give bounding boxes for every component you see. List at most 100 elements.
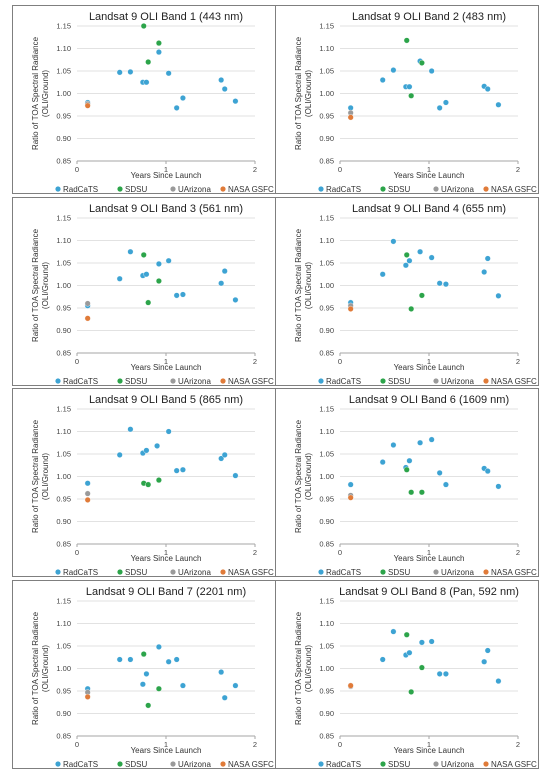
x-tick-label: 1 bbox=[427, 357, 431, 366]
data-point-sdsu bbox=[418, 292, 425, 299]
y-tick-label: 1.05 bbox=[319, 642, 334, 651]
data-point-radcats bbox=[218, 455, 225, 462]
legend-marker bbox=[483, 186, 489, 192]
legend-label: RadCaTS bbox=[326, 377, 361, 386]
x-tick-label: 1 bbox=[164, 357, 168, 366]
x-tick-label: 1 bbox=[427, 548, 431, 557]
legend-marker bbox=[117, 378, 123, 384]
data-point-sdsu bbox=[418, 489, 425, 496]
chart-title: Landsat 9 OLI Band 2 (483 nm) bbox=[352, 11, 506, 23]
y-tick-label: 0.90 bbox=[56, 517, 71, 526]
chart-title: Landsat 9 OLI Band 5 (865 nm) bbox=[89, 394, 243, 406]
data-point-sdsu bbox=[140, 651, 147, 658]
legend-marker bbox=[380, 569, 386, 575]
data-point-radcats bbox=[436, 280, 443, 287]
data-point-radcats bbox=[165, 658, 172, 665]
legend-label: NASA GSFC bbox=[491, 568, 537, 577]
x-tick-label: 0 bbox=[338, 357, 342, 366]
chart-title: Landsat 9 OLI Band 1 (443 nm) bbox=[89, 11, 243, 23]
legend-marker bbox=[55, 761, 61, 767]
legend-label: SDSU bbox=[388, 760, 410, 769]
y-tick-label: 1.00 bbox=[56, 281, 71, 290]
data-point-radcats bbox=[495, 678, 502, 685]
x-tick-label: 0 bbox=[75, 548, 79, 557]
data-point-radcats bbox=[218, 76, 225, 83]
scatter-chart: Landsat 9 OLI Band 8 (Pan, 592 nm) 0.85 0.… bbox=[294, 586, 537, 769]
data-point-radcats bbox=[379, 656, 386, 663]
data-point-radcats bbox=[143, 79, 150, 86]
data-point-nasa-gsfc bbox=[347, 114, 354, 121]
legend-label: SDSU bbox=[388, 185, 410, 194]
data-point-radcats bbox=[143, 271, 150, 278]
y-axis-label: Ratio of TOA Spectral Radiance(OLI/Groun… bbox=[294, 36, 313, 150]
data-point-radcats bbox=[442, 99, 449, 106]
data-point-nasa-gsfc bbox=[347, 305, 354, 312]
legend-label: UArizona bbox=[178, 568, 211, 577]
x-tick-label: 2 bbox=[516, 165, 520, 174]
data-point-radcats bbox=[173, 292, 180, 299]
data-point-sdsu bbox=[140, 251, 147, 258]
legend-marker bbox=[220, 186, 226, 192]
y-tick-label: 0.85 bbox=[319, 540, 334, 549]
legend-label: NASA GSFC bbox=[228, 760, 274, 769]
y-tick-label: 1.00 bbox=[319, 664, 334, 673]
legend-label: RadCaTS bbox=[63, 377, 98, 386]
legend-label: UArizona bbox=[441, 568, 474, 577]
y-tick-label: 0.95 bbox=[319, 495, 334, 504]
x-tick-label: 2 bbox=[253, 165, 257, 174]
legend-label: NASA GSFC bbox=[228, 185, 274, 194]
y-tick-label: 0.90 bbox=[56, 134, 71, 143]
x-tick-label: 2 bbox=[516, 740, 520, 749]
legend-marker bbox=[318, 186, 324, 192]
legend-marker bbox=[433, 761, 439, 767]
chart-panel-5: Landsat 9 OLI Band 5 (865 nm) 0.85 0.90 0.9… bbox=[12, 388, 276, 577]
data-point-radcats bbox=[165, 70, 172, 77]
y-tick-label: 0.90 bbox=[56, 709, 71, 718]
data-point-radcats bbox=[155, 260, 162, 267]
legend-label: SDSU bbox=[125, 568, 147, 577]
data-point-sdsu bbox=[408, 688, 415, 695]
y-tick-label: 1.10 bbox=[56, 427, 71, 436]
data-point-radcats bbox=[436, 469, 443, 476]
data-point-radcats bbox=[179, 291, 186, 298]
scatter-chart: Landsat 9 OLI Band 5 (865 nm) 0.85 0.90 0.9… bbox=[31, 394, 274, 577]
data-point-radcats bbox=[406, 649, 413, 656]
legend-label: RadCaTS bbox=[326, 568, 361, 577]
scatter-chart: Landsat 9 OLI Band 4 (655 nm) 0.85 0.90 0.9… bbox=[294, 203, 537, 386]
legend-label: RadCaTS bbox=[326, 185, 361, 194]
data-point-sdsu bbox=[155, 477, 162, 484]
chart-title: Landsat 9 OLI Band 8 (Pan, 592 nm) bbox=[339, 586, 519, 598]
y-tick-label: 1.00 bbox=[56, 89, 71, 98]
x-axis-label: Years Since Launch bbox=[131, 171, 202, 180]
x-axis-label: Years Since Launch bbox=[394, 554, 465, 563]
legend-label: RadCaTS bbox=[63, 760, 98, 769]
data-point-sdsu bbox=[155, 685, 162, 692]
y-tick-label: 1.05 bbox=[319, 67, 334, 76]
y-tick-label: 1.15 bbox=[319, 214, 334, 223]
data-point-radcats bbox=[390, 442, 397, 449]
data-point-radcats bbox=[116, 656, 123, 663]
x-tick-label: 0 bbox=[75, 740, 79, 749]
x-tick-label: 1 bbox=[164, 740, 168, 749]
y-tick-label: 0.85 bbox=[56, 349, 71, 358]
y-tick-label: 1.10 bbox=[56, 619, 71, 628]
data-point-radcats bbox=[221, 694, 228, 701]
data-point-sdsu bbox=[403, 631, 410, 638]
data-point-radcats bbox=[484, 85, 491, 92]
chart-title: Landsat 9 OLI Band 7 (2201 nm) bbox=[86, 586, 246, 598]
legend-marker bbox=[380, 761, 386, 767]
chart-panel-1: Landsat 9 OLI Band 1 (443 nm) 0.85 0.90 0.9… bbox=[12, 5, 276, 194]
y-tick-label: 1.05 bbox=[56, 67, 71, 76]
y-axis-label: Ratio of TOA Spectral Radiance(OLI/Groun… bbox=[31, 419, 50, 533]
scatter-chart: Landsat 9 OLI Band 1 (443 nm) 0.85 0.90 0.9… bbox=[31, 11, 274, 194]
y-tick-label: 0.90 bbox=[319, 326, 334, 335]
data-point-sdsu bbox=[145, 702, 152, 709]
data-point-radcats bbox=[418, 639, 425, 646]
x-tick-label: 2 bbox=[516, 357, 520, 366]
y-tick-label: 0.85 bbox=[56, 540, 71, 549]
data-point-sdsu bbox=[140, 23, 147, 30]
y-tick-label: 1.15 bbox=[56, 22, 71, 31]
data-point-uarizona bbox=[84, 490, 91, 497]
data-point-radcats bbox=[417, 248, 424, 255]
y-tick-label: 0.85 bbox=[319, 732, 334, 741]
